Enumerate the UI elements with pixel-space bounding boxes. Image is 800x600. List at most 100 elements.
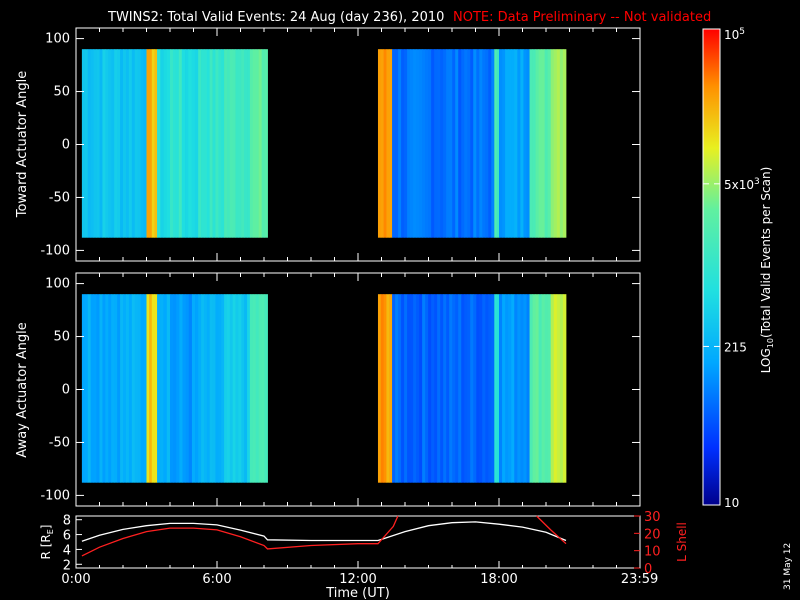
heatmap-cell (120, 49, 124, 238)
y-tick-label: 100 (45, 277, 70, 292)
heatmap-cell (553, 294, 558, 483)
heatmap-cell (203, 294, 208, 483)
orbit-left-ylabel: R [RE] (39, 525, 55, 560)
heatmap-cell (458, 294, 462, 483)
r-label-sub: E (46, 529, 55, 534)
r-line (81, 521, 567, 542)
heatmap-cell (134, 49, 139, 238)
heatmap-cell (496, 49, 500, 238)
heatmap-cell (178, 49, 183, 238)
heatmap-cell (416, 49, 420, 238)
heatmap-cell (241, 49, 245, 238)
heatmap-cell (249, 294, 254, 483)
heatmap-cell (494, 49, 498, 238)
heatmap-cell (496, 294, 500, 483)
heatmap-cell (523, 49, 527, 238)
heatmap-cell (201, 49, 205, 238)
heatmap-cell (535, 294, 540, 483)
heatmap-cell (446, 49, 450, 238)
heatmap-cell (140, 49, 144, 238)
heatmap-cell (137, 294, 142, 483)
heatmap-cell (247, 49, 251, 238)
heatmap-cell (520, 49, 524, 238)
heatmap-cell (404, 294, 408, 483)
heatmap-cell (556, 294, 561, 483)
heatmap-cell (422, 49, 426, 238)
heatmap-cell (559, 294, 564, 483)
heatmap-cell (476, 49, 480, 238)
heatmap-cell (157, 294, 161, 483)
heatmap-cell (203, 49, 208, 238)
heatmap-cell (464, 49, 468, 238)
date-stamp: 31 May 12 (783, 543, 793, 590)
heatmap-cell (380, 294, 385, 483)
heatmap-cell (206, 294, 211, 483)
heatmap-cell (458, 49, 462, 238)
heatmap-cell (446, 294, 450, 483)
heatmap-cell (434, 294, 438, 483)
heatmap-cell (377, 49, 382, 238)
heatmap-cell (511, 294, 515, 483)
heatmap-cell (163, 49, 168, 238)
y-tick-label: -100 (40, 488, 70, 503)
heatmap-cell (416, 294, 420, 483)
colorbar-tick-label: 215 (724, 340, 747, 354)
heatmap-cell (93, 294, 97, 483)
heatmap-cell (191, 294, 196, 483)
heatmap-cell (157, 49, 161, 238)
away-y-ticks: -100 -50 0 50 100 (40, 277, 640, 503)
heatmap-cell (264, 49, 268, 238)
y-tick-label: 100 (45, 32, 70, 47)
heatmap-cell (215, 49, 219, 238)
heatmap-cell (151, 49, 155, 238)
orbit-x-ticks: 0:00 6:00 12:00 18:00 23:59 (61, 561, 658, 587)
heatmap-cell (410, 49, 414, 238)
toward-heatmap-cells (81, 49, 567, 238)
heatmap-cell (544, 294, 549, 483)
heatmap-cell (226, 294, 231, 483)
y-tick-label: 0 (62, 138, 70, 153)
heatmap-cell (502, 49, 506, 238)
heatmap-cell (226, 49, 231, 238)
heatmap-cell (505, 294, 509, 483)
toward-ylabel: Toward Actuator Angle (15, 71, 30, 218)
heatmap-cell (389, 49, 393, 238)
heatmap-cell (538, 294, 543, 483)
heatmap-cell (232, 49, 236, 238)
heatmap-cell (160, 49, 164, 238)
heatmap-cell (485, 49, 489, 238)
heatmap-cell (502, 294, 506, 483)
heatmap-cell (434, 49, 438, 238)
heatmap-cell (84, 49, 89, 238)
heatmap-cell (482, 294, 486, 483)
heatmap-cell (218, 294, 222, 483)
heatmap-cell (81, 49, 86, 238)
heatmap-cell (395, 49, 399, 238)
r-label-end: ] (39, 525, 53, 530)
heatmap-cell (437, 294, 441, 483)
heatmap-cell (553, 49, 558, 238)
heatmap-cell (182, 294, 187, 483)
heatmap-cell (206, 49, 211, 238)
heatmap-cell (172, 49, 177, 238)
colorbar-label-rest: (Total Valid Events per Scan) (759, 167, 773, 338)
heatmap-cell (96, 294, 100, 483)
heatmap-cell (467, 49, 471, 238)
heatmap-cell (511, 49, 515, 238)
heatmap-cell (258, 294, 263, 483)
heatmap-cell (398, 49, 402, 238)
heatmap-cell (179, 294, 183, 483)
heatmap-cell (389, 294, 393, 483)
plot-title: TWINS2: Total Valid Events: 24 Aug (day … (107, 10, 444, 25)
heatmap-cell (544, 49, 549, 238)
r-label: R [R (39, 534, 53, 559)
heatmap-cell (198, 49, 202, 238)
heatmap-cell (131, 49, 136, 238)
heatmap-cell (123, 49, 127, 238)
heatmap-cell (541, 294, 546, 483)
heatmap-cell (529, 49, 533, 238)
heatmap-cell (146, 49, 150, 238)
heatmap-cell (470, 49, 474, 238)
heatmap-cell (401, 49, 405, 238)
heatmap-cell (175, 49, 180, 238)
